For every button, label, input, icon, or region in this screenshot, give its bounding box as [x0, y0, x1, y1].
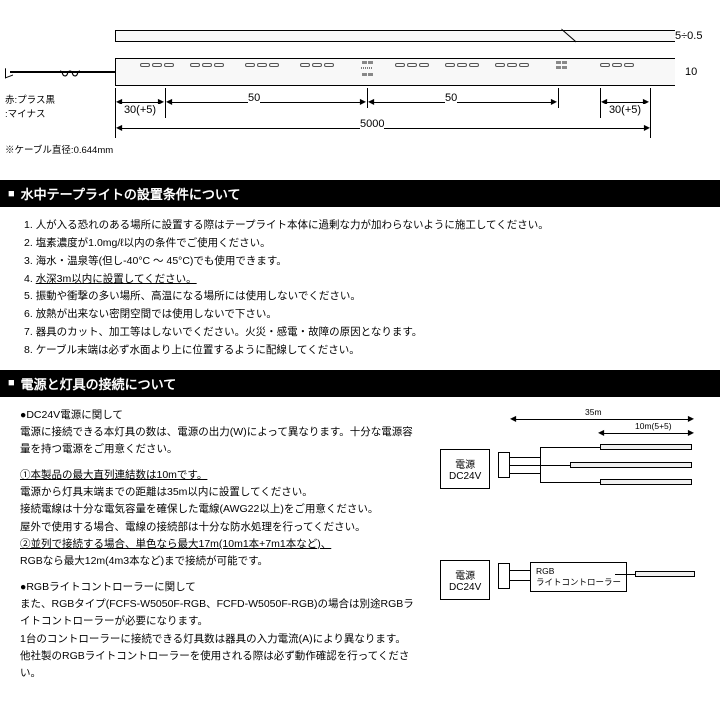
cut-point: [360, 60, 374, 76]
cable-polarity-label: 赤:プラス黒 :マイナス: [5, 92, 55, 120]
condition-item: ケーブル末端は必ず水面より上に位置するように配線してください。: [24, 342, 700, 360]
dim-50a: 50: [248, 92, 260, 104]
led-segment: [245, 63, 279, 67]
condition-item: 人が入る恐れのある場所に設置する際はテープライト本体に過剰な力が加わらないように…: [24, 217, 700, 235]
rgb-controller-box: RGB ライトコントローラー: [530, 562, 627, 592]
led-segment: [140, 63, 174, 67]
condition-item: 海水・温泉等(但し-40°C ～ 45°C)でも使用できます。: [24, 253, 700, 271]
led-segment: [300, 63, 334, 67]
condition-item: 器具のカット、加工等はしないでください。火災・感電・故障の原因となります。: [24, 324, 700, 342]
dc24v-body: 電源に接続できる本灯具の数は、電源の出力(W)によって異なります。十分な電源容量…: [20, 424, 420, 459]
dim-line-35m: [512, 419, 692, 420]
condition-item: 放熱が出来ない密閉空間では使用しないで下さい。: [24, 306, 700, 324]
led-bar: [600, 444, 692, 450]
dim-30-right: 30(+5): [603, 104, 647, 116]
connector: [498, 452, 510, 478]
dim-line-30l: [118, 102, 162, 103]
dim-top-height: 5÷0.5: [675, 30, 702, 42]
wire: [510, 473, 540, 474]
psu-box-2: 電源 DC24V: [440, 560, 490, 600]
dim-line-30r: [603, 102, 647, 103]
point1-body: 電源から灯具末端までの距離は35m以内に設置してください。 接続電線は十分な電気…: [20, 484, 420, 536]
led-bar: [600, 479, 692, 485]
cut-point: [555, 60, 567, 69]
section2-content: ●DC24V電源に関して 電源に接続できる本灯具の数は、電源の出力(W)によって…: [0, 397, 720, 693]
dc24v-heading: ●DC24V電源に関して: [20, 407, 420, 424]
wire: [540, 447, 600, 448]
led-bar: [635, 571, 695, 577]
dim-50b: 50: [445, 92, 457, 104]
rgb-body: また、RGBタイプ(FCFS-W5050F-RGB、FCFD-W5050F-RG…: [20, 596, 420, 683]
break-symbol: ⟋: [556, 29, 579, 43]
section2-header: 電源と灯具の接続について: [0, 370, 720, 397]
dim-main-height: 10: [685, 66, 697, 78]
dim-line-50a: [168, 102, 364, 103]
point2-body: RGBなら最大12m(4m3本など)まで接続が可能です。: [20, 553, 420, 570]
wire: [510, 570, 530, 571]
wiring-diagram-rgb: 電源 DC24V RGB ライトコントローラー: [440, 552, 700, 607]
tape-light-diagram: 〰 ⟋ 赤:プラス黒 :マイナス 5÷0.5 10: [0, 0, 720, 180]
dim-35m: 35m: [585, 407, 602, 417]
psu-box: 電源 DC24V: [440, 449, 490, 489]
section2-text: ●DC24V電源に関して 電源に接続できる本灯具の数は、電源の出力(W)によって…: [20, 407, 420, 683]
dim-tick: [558, 88, 559, 108]
wiring-diagram-parallel: 35m 10m(5+5) 電源 DC24V: [440, 407, 700, 507]
condition-item: 塩素濃度が1.0mg/ℓ以内の条件でご使用ください。: [24, 235, 700, 253]
condition-item: 水深3m以内に設置してください。: [24, 271, 700, 289]
connector-2: [498, 563, 510, 589]
wire: [510, 465, 535, 466]
led-segment: [445, 63, 479, 67]
wire: [540, 482, 600, 483]
dim-5000: 5000: [360, 118, 384, 130]
strip-top-view: [115, 30, 675, 42]
dim-10m: 10m(5+5): [635, 421, 672, 431]
dim-line-50b: [370, 102, 555, 103]
dim-tick: [650, 88, 651, 138]
wire: [615, 574, 635, 575]
wire: [510, 580, 530, 581]
section1-title: 水中テープライトの設置条件について: [21, 184, 241, 203]
led-segment: [190, 63, 224, 67]
condition-item: 振動や衝撃の多い場所、高温になる場所には使用しないでください。: [24, 288, 700, 306]
cable-diameter-note: ※ケーブル直径:0.644mm: [5, 142, 113, 156]
dim-line-10m: [600, 433, 692, 434]
section1-content: 人が入る恐れのある場所に設置する際はテープライト本体に過剰な力が加わらないように…: [0, 207, 720, 370]
wiring-diagrams: 35m 10m(5+5) 電源 DC24V 電源 DC24V RGB ライトコン…: [440, 407, 700, 683]
led-segment: [495, 63, 529, 67]
section1-header: 水中テープライトの設置条件について: [0, 180, 720, 207]
wire: [535, 465, 570, 466]
led-bar: [570, 462, 692, 468]
led-segment: [395, 63, 429, 67]
section2-title: 電源と灯具の接続について: [21, 374, 177, 393]
point1-heading: ①本製品の最大直列連結数は10mです。: [20, 467, 420, 484]
led-segment: [600, 63, 634, 67]
break-symbol: 〰: [60, 58, 80, 87]
point2-heading: ②並列で接続する場合、単色なら最大17m(10m1本+7m1本など)、: [20, 536, 420, 553]
rgb-heading: ●RGBライトコントローラーに関して: [20, 579, 420, 596]
dim-30-left: 30(+5): [118, 104, 162, 116]
wire: [510, 457, 540, 458]
